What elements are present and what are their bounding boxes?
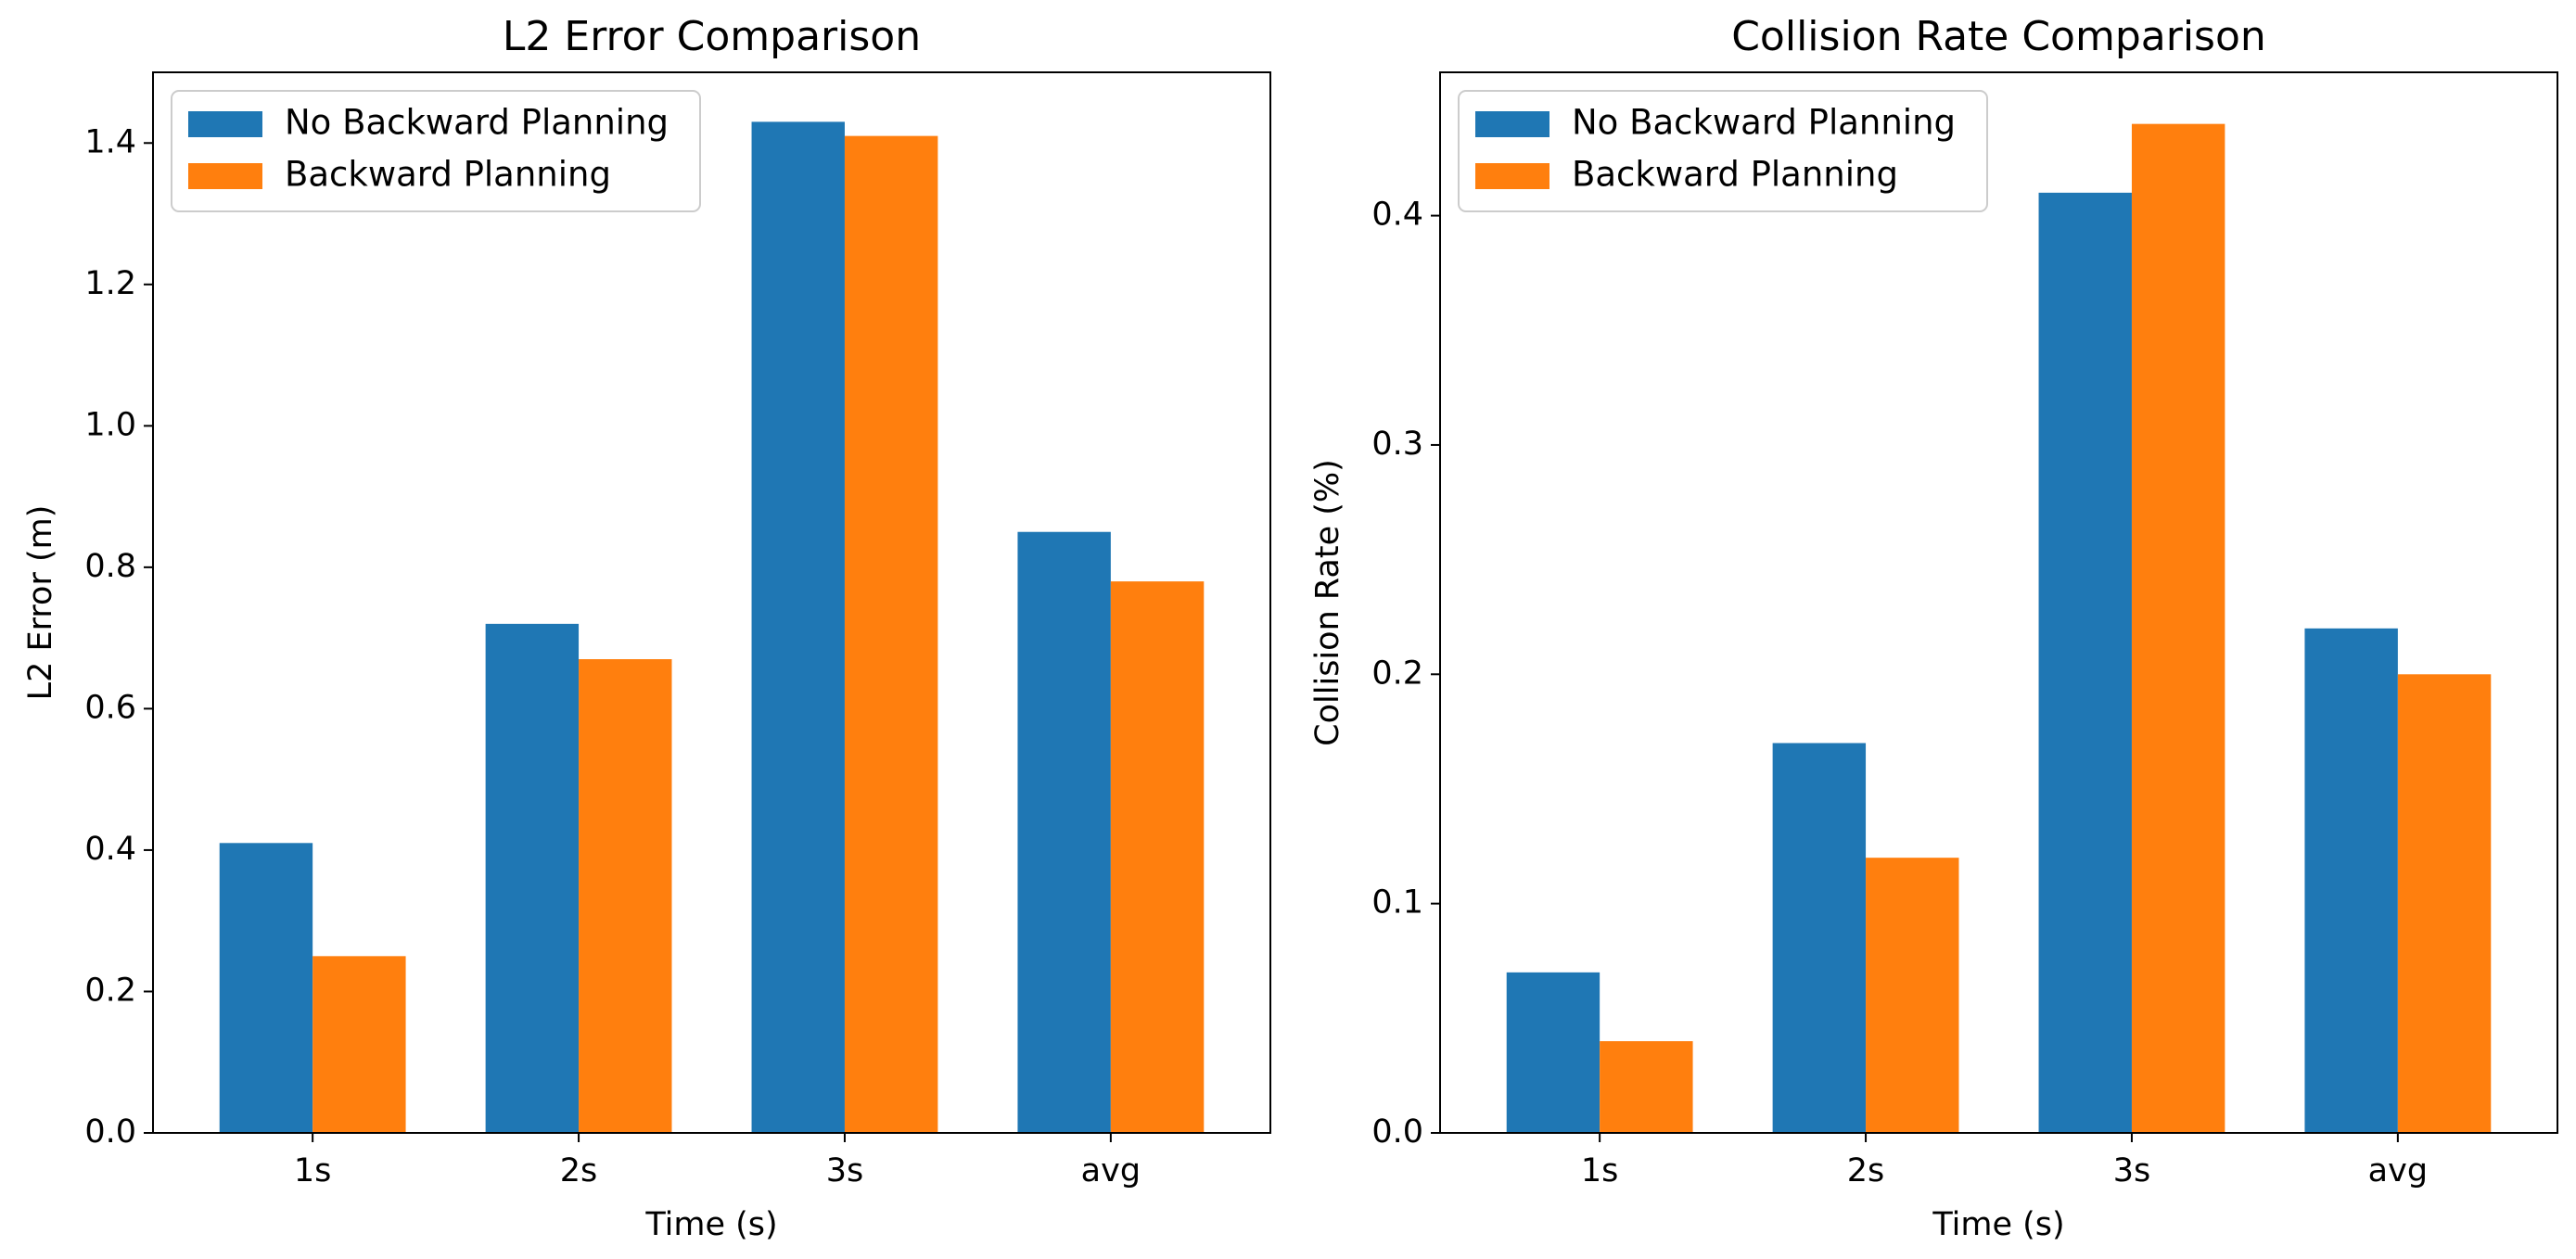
bar-backward-planning-3s (2131, 123, 2225, 1133)
y-tick-label: 0.8 (84, 548, 136, 585)
legend-box (1458, 90, 1988, 212)
y-tick-label: 0.1 (1371, 884, 1423, 922)
legend: No Backward Planning Backward Planning (1458, 90, 1988, 212)
y-tick-label: 1.4 (84, 123, 136, 160)
legend-swatch-no-backward-planning (1475, 111, 1549, 137)
chart-title: Collision Rate Comparison (1731, 13, 2266, 60)
x-tick-label: 3s (2113, 1152, 2151, 1189)
plot-frame (152, 71, 1271, 1134)
x-tick-label: 1s (294, 1152, 332, 1189)
x-tick-label: 2s (1847, 1152, 1885, 1189)
bar-no-backward-planning-avg (2304, 628, 2398, 1133)
bar-no-backward-planning-3s (751, 121, 845, 1133)
y-tick-label: 0.6 (84, 689, 136, 726)
y-tick-label: 0.4 (1371, 197, 1423, 234)
x-tick-label: 3s (826, 1152, 864, 1189)
y-tick-label: 0.2 (1371, 655, 1423, 692)
x-tick-label: avg (1081, 1152, 1141, 1189)
legend-swatch-backward-planning (188, 163, 262, 189)
bar-backward-planning-avg (1110, 581, 1205, 1133)
y-tick-label: 0.0 (1371, 1113, 1423, 1151)
x-axis-label: Time (s) (644, 1206, 777, 1243)
bar-no-backward-planning-1s (219, 843, 313, 1133)
bar-backward-planning-avg (2397, 674, 2492, 1133)
bar-backward-planning-3s (844, 135, 938, 1133)
y-axis-label: L2 Error (m) (22, 505, 59, 701)
x-axis-label: Time (s) (1932, 1206, 2064, 1243)
bar-no-backward-planning-1s (1506, 972, 1600, 1133)
x-tick-label: avg (2368, 1152, 2428, 1189)
legend-swatch-backward-planning (1475, 163, 1549, 189)
legend-label: Backward Planning (1572, 155, 1898, 195)
chart-panel-1: 0.0 0.2 0.4 0.6 0.8 1.0 1.2 1.4 1s 2s 3s avg L2 Erro… (22, 13, 1271, 1243)
plot-frame (1439, 71, 2558, 1134)
legend-label: Backward Planning (285, 155, 611, 195)
bar-backward-planning-1s (1600, 1041, 1693, 1133)
bar-backward-planning-2s (1866, 858, 1959, 1133)
legend-box (171, 90, 701, 212)
chart-panel-2: 0.0 0.1 0.2 0.3 0.4 1s 2s 3s avg Collision Rate C… (1309, 13, 2558, 1243)
legend: No Backward Planning Backward Planning (171, 90, 701, 212)
y-tick-label: 0.2 (84, 972, 136, 1009)
y-axis-label: Collision Rate (%) (1309, 459, 1346, 746)
y-tick-label: 0.3 (1371, 426, 1423, 463)
x-tick-label: 1s (1581, 1152, 1619, 1189)
bar-no-backward-planning-3s (2038, 192, 2132, 1134)
chart-title: L2 Error Comparison (503, 13, 921, 60)
x-tick-label: 2s (560, 1152, 598, 1189)
y-tick-label: 0.0 (84, 1113, 136, 1151)
y-tick-label: 1.2 (84, 265, 136, 302)
legend-label: No Backward Planning (1572, 103, 1956, 143)
bar-backward-planning-2s (579, 659, 672, 1133)
y-tick-label: 0.4 (84, 831, 136, 868)
legend-label: No Backward Planning (285, 103, 669, 143)
bar-backward-planning-1s (312, 956, 406, 1133)
y-tick-label: 1.0 (84, 406, 136, 443)
bar-no-backward-planning-avg (1017, 531, 1111, 1133)
bar-no-backward-planning-2s (485, 623, 580, 1133)
legend-swatch-no-backward-planning (188, 111, 262, 137)
bar-no-backward-planning-2s (1772, 743, 1867, 1133)
